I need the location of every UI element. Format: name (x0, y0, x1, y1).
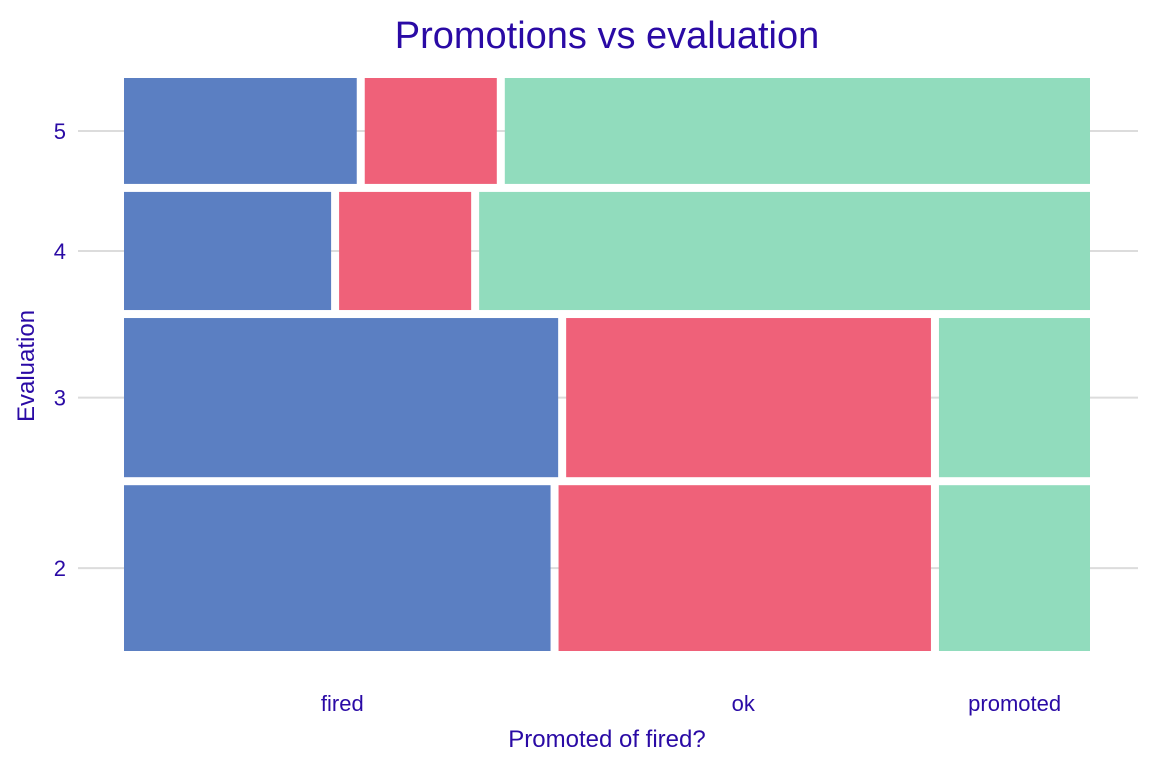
tile-5-fired (124, 78, 357, 184)
tile-5-promoted (504, 78, 1090, 184)
tile-5-ok (364, 78, 497, 184)
y-tick-label-5: 5 (54, 119, 66, 144)
x-tick-label-fired: fired (321, 691, 364, 716)
tile-4-ok (339, 191, 472, 311)
y-tick-label-3: 3 (54, 386, 66, 411)
mosaic-tiles (124, 78, 1090, 651)
tile-3-ok (566, 318, 931, 478)
x-tick-label-promoted: promoted (968, 691, 1061, 716)
y-axis-title: Evaluation (13, 310, 40, 422)
y-tick-labels: 5 4 3 2 (54, 119, 66, 581)
y-tick-label-4: 4 (54, 239, 66, 264)
tile-2-ok (558, 485, 931, 651)
tile-4-promoted (479, 191, 1090, 311)
x-axis-title: Promoted of fired? (508, 726, 705, 753)
tile-3-promoted (938, 318, 1090, 478)
chart-title: Promotions vs evaluation (395, 15, 820, 57)
tile-3-fired (124, 318, 559, 478)
tile-2-fired (124, 485, 551, 651)
x-tick-label-ok: ok (732, 691, 756, 716)
y-tick-label-2: 2 (54, 556, 66, 581)
x-tick-labels: fired ok promoted (321, 691, 1061, 716)
tile-4-fired (124, 191, 332, 311)
tile-2-promoted (938, 485, 1090, 651)
